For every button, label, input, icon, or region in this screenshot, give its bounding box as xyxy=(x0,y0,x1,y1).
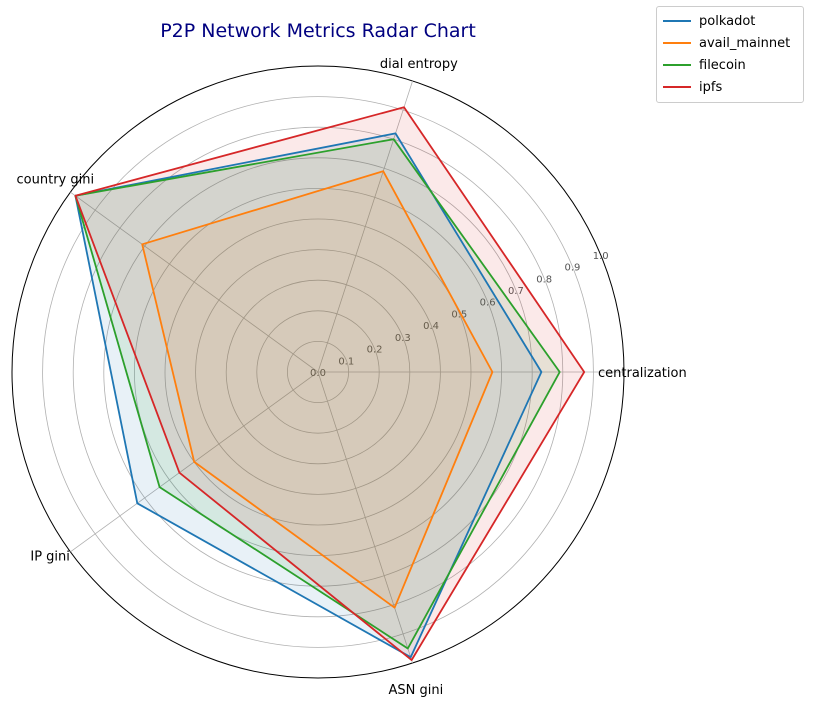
radial-grid: 0.0 0.1 0.2 0.3 0.4 0.5 0.6 0.7 0.8 0.9 1.0 xyxy=(11,65,625,679)
series-line-polkadot xyxy=(74,132,543,659)
legend-item-filecoin: filecoin xyxy=(657,54,803,76)
series-fill-polkadot xyxy=(75,133,542,658)
radial-tick-label: 0.9 xyxy=(564,263,580,274)
radial-tick-label: 0.3 xyxy=(395,333,411,344)
legend-label: polkadot xyxy=(699,13,756,29)
legend-label: avail_mainnet xyxy=(699,35,791,51)
series-line-filecoin xyxy=(74,138,561,650)
radial-tick-label: 0.6 xyxy=(480,298,496,309)
axis-label-country-gini: country gini xyxy=(17,172,95,187)
axis-labels: centralization dial entropy country gini IP… xyxy=(17,57,687,698)
radial-tick-label: 0.1 xyxy=(338,356,354,367)
radial-tick-label: 0.4 xyxy=(423,321,439,332)
grid-spoke xyxy=(70,191,319,373)
legend: polkadot avail_mainnet filecoin ipfs xyxy=(656,6,804,103)
radial-tick-label: 0.2 xyxy=(367,345,383,356)
series-line-avail_mainnet xyxy=(141,170,494,609)
legend-swatch xyxy=(663,86,691,88)
legend-swatch xyxy=(663,20,691,22)
radial-tick-label: 0.7 xyxy=(508,286,524,297)
series-fill-ipfs xyxy=(75,107,585,661)
legend-swatch xyxy=(663,64,691,66)
series-line-ipfs xyxy=(74,106,586,661)
series-fill-avail_mainnet xyxy=(142,171,493,608)
radial-tick-label: 0.5 xyxy=(451,309,467,320)
axis-label-dial-entropy: dial entropy xyxy=(380,57,458,72)
legend-item-ipfs: ipfs xyxy=(657,76,803,98)
axis-label-asn-gini: ASN gini xyxy=(389,683,444,698)
legend-swatch xyxy=(663,42,691,44)
axis-label-ip-gini: IP gini xyxy=(30,550,70,565)
legend-item-polkadot: polkadot xyxy=(657,10,803,32)
chart-title: P2P Network Metrics Radar Chart xyxy=(160,20,476,42)
grid-spoke xyxy=(317,80,413,373)
series-lines xyxy=(74,106,586,661)
radial-tick-label: 0.8 xyxy=(536,274,552,285)
series-fills xyxy=(75,107,585,661)
axis-label-centralization: centralization xyxy=(598,366,687,381)
radial-tick-label: 0.0 xyxy=(310,368,326,379)
legend-label: ipfs xyxy=(699,79,723,95)
radial-tick-label: 1.0 xyxy=(593,251,609,262)
series-fill-filecoin xyxy=(75,139,560,649)
grid-spoke xyxy=(317,371,413,664)
legend-label: filecoin xyxy=(699,57,746,73)
legend-item-avail_mainnet: avail_mainnet xyxy=(657,32,803,54)
